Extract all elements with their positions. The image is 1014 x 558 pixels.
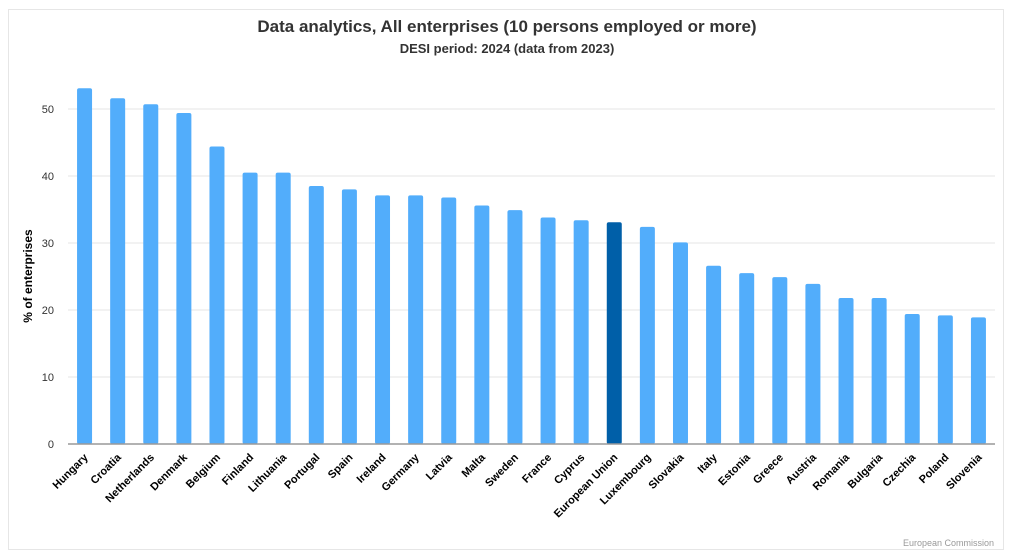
y-axis-ticks: 0 10 20 30 40 50: [42, 104, 54, 451]
x-tick-label: Greece: [751, 452, 786, 487]
bars: [77, 88, 986, 445]
x-tick-label: Denmark: [148, 451, 190, 493]
bar-austria[interactable]: [805, 283, 821, 444]
bar-denmark[interactable]: [176, 113, 192, 445]
bar-lithuania[interactable]: [275, 172, 291, 444]
bar-germany[interactable]: [408, 195, 424, 444]
x-tick-label: Slovenia: [944, 451, 985, 492]
bar-hungary[interactable]: [77, 88, 93, 444]
x-tick-label: Belgium: [184, 451, 223, 490]
x-tick-label: Sweden: [483, 451, 521, 489]
bar-romania[interactable]: [838, 297, 854, 444]
bar-sweden[interactable]: [507, 210, 523, 444]
bar-italy[interactable]: [706, 265, 722, 444]
bar-ireland[interactable]: [375, 195, 391, 444]
bar-slovenia[interactable]: [970, 317, 986, 444]
chart-title: Data analytics, All enterprises (10 pers…: [257, 17, 757, 36]
bar-netherlands[interactable]: [143, 104, 159, 444]
bar-france[interactable]: [540, 217, 556, 444]
bar-finland[interactable]: [242, 172, 258, 444]
y-tick-label: 50: [42, 104, 54, 116]
bar-bulgaria[interactable]: [871, 297, 887, 444]
bar-latvia[interactable]: [441, 197, 457, 444]
credit-label[interactable]: European Commission: [902, 538, 994, 548]
x-tick-label: Latvia: [424, 451, 456, 483]
chart-frame: [8, 9, 1004, 550]
bar-croatia[interactable]: [110, 98, 126, 444]
bar-cyprus[interactable]: [573, 220, 589, 444]
x-axis-labels: HungaryCroatiaNetherlandsDenmarkBelgiumF…: [51, 451, 986, 520]
bar-czechia[interactable]: [904, 314, 920, 444]
x-tick-label: Romania: [811, 451, 853, 493]
y-axis-label: % of enterprises: [21, 229, 35, 323]
bar-slovakia[interactable]: [672, 242, 688, 444]
x-tick-label: Hungary: [51, 451, 92, 492]
y-tick-label: 0: [48, 439, 54, 451]
bar-portugal[interactable]: [308, 186, 324, 445]
x-tick-label: Malta: [460, 451, 489, 480]
bar-greece[interactable]: [772, 277, 788, 444]
chart-subtitle: DESI period: 2024 (data from 2023): [399, 41, 615, 56]
x-tick-label: France: [520, 452, 554, 486]
x-tick-label: Czechia: [880, 451, 919, 490]
y-tick-label: 20: [42, 305, 54, 317]
bar-spain[interactable]: [341, 189, 357, 444]
x-tick-label: Spain: [326, 451, 356, 481]
gridlines: [68, 108, 995, 378]
y-tick-label: 30: [42, 238, 54, 250]
x-tick-label: Bulgaria: [846, 451, 886, 491]
x-tick-label: Slovakia: [647, 451, 688, 492]
x-tick-label: Portugal: [282, 452, 322, 492]
bar-estonia[interactable]: [739, 273, 755, 444]
bar-luxembourg[interactable]: [639, 226, 655, 444]
bar-european-union[interactable]: [606, 222, 622, 444]
bar-belgium[interactable]: [209, 146, 225, 444]
bar-malta[interactable]: [474, 205, 490, 444]
y-tick-label: 10: [42, 372, 54, 384]
y-tick-label: 40: [42, 171, 54, 183]
x-tick-label: Estonia: [716, 451, 753, 488]
x-tick-label: Italy: [696, 451, 721, 476]
bar-poland[interactable]: [937, 315, 953, 444]
